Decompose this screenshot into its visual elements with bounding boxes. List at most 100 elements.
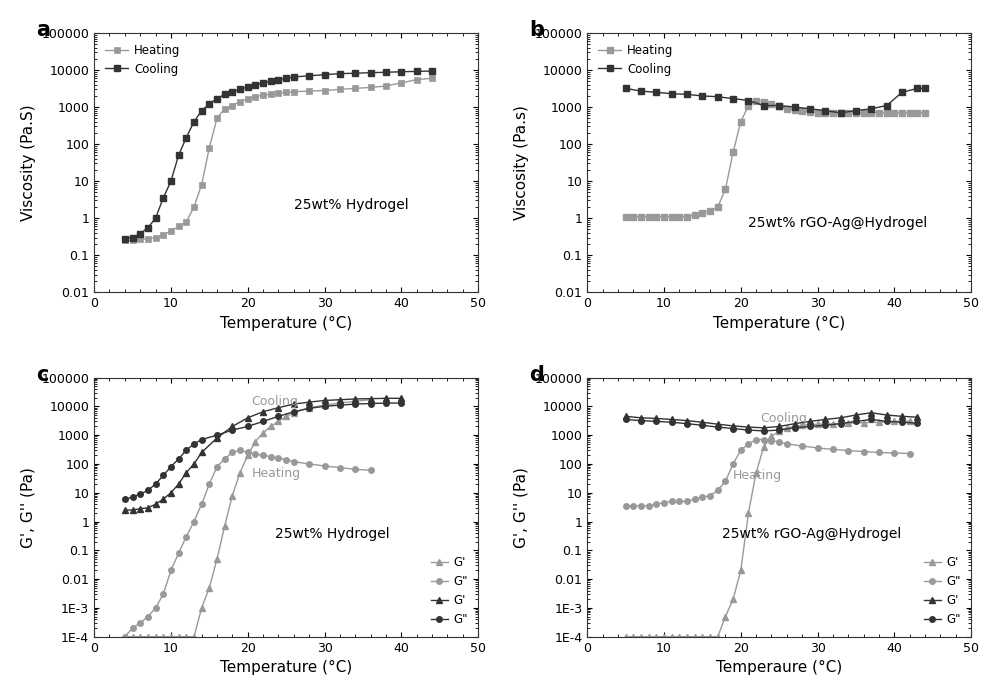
G" bbox=[881, 417, 893, 425]
G' bbox=[681, 633, 693, 641]
Heating bbox=[173, 222, 185, 230]
G' bbox=[727, 422, 739, 430]
G' bbox=[666, 633, 678, 641]
Heating bbox=[211, 114, 223, 122]
G' bbox=[681, 416, 693, 425]
G" bbox=[635, 502, 647, 510]
G' bbox=[850, 411, 862, 419]
G' bbox=[758, 424, 770, 432]
G" bbox=[180, 532, 192, 541]
G" bbox=[812, 444, 824, 452]
Cooling bbox=[288, 73, 300, 81]
Heating bbox=[303, 87, 315, 95]
G" bbox=[627, 502, 639, 510]
G" bbox=[303, 404, 315, 413]
Cooling bbox=[365, 68, 377, 77]
G' bbox=[804, 417, 816, 425]
G' bbox=[773, 422, 785, 431]
G' bbox=[188, 460, 200, 468]
G' bbox=[712, 633, 724, 641]
G" bbox=[666, 418, 678, 427]
Text: b: b bbox=[530, 20, 545, 40]
Heating bbox=[643, 212, 655, 221]
G" bbox=[142, 612, 154, 621]
G' bbox=[165, 633, 177, 641]
Cooling bbox=[203, 100, 215, 109]
Heating bbox=[150, 233, 162, 242]
Line: Cooling: Cooling bbox=[122, 68, 435, 242]
Heating bbox=[712, 203, 724, 211]
G' bbox=[865, 409, 877, 417]
G" bbox=[211, 431, 223, 439]
G" bbox=[165, 463, 177, 471]
Cooling bbox=[865, 104, 877, 113]
Heating bbox=[650, 212, 662, 221]
G" bbox=[742, 426, 754, 434]
G' bbox=[673, 633, 685, 641]
G' bbox=[319, 396, 331, 404]
G' bbox=[173, 633, 185, 641]
G' bbox=[334, 395, 346, 404]
G' bbox=[142, 504, 154, 512]
G' bbox=[650, 633, 662, 641]
Cooling bbox=[142, 223, 154, 232]
Cooling bbox=[919, 84, 931, 93]
Y-axis label: Viscosity (Pa.S): Viscosity (Pa.S) bbox=[21, 104, 36, 221]
G' bbox=[150, 633, 162, 641]
Cooling bbox=[134, 230, 146, 238]
G' bbox=[765, 432, 777, 441]
Cooling bbox=[666, 90, 678, 98]
G" bbox=[188, 517, 200, 525]
Cooling bbox=[226, 88, 238, 96]
Heating bbox=[127, 236, 139, 244]
G' bbox=[904, 417, 916, 425]
G' bbox=[395, 394, 407, 402]
Cooling bbox=[265, 77, 277, 86]
G' bbox=[119, 506, 131, 514]
G' bbox=[727, 595, 739, 603]
G" bbox=[735, 446, 747, 454]
Heating bbox=[234, 97, 246, 106]
Cooling bbox=[896, 88, 908, 97]
Line: Cooling: Cooling bbox=[623, 86, 928, 116]
Heating bbox=[689, 211, 701, 219]
Heating bbox=[188, 203, 200, 211]
G' bbox=[742, 509, 754, 517]
Cooling bbox=[165, 177, 177, 185]
Cooling bbox=[242, 83, 254, 91]
Heating bbox=[226, 102, 238, 110]
G" bbox=[242, 448, 254, 457]
Heating bbox=[812, 109, 824, 117]
Heating bbox=[265, 90, 277, 99]
G" bbox=[272, 412, 284, 420]
Line: G": G" bbox=[623, 417, 920, 434]
Heating bbox=[380, 82, 392, 90]
G" bbox=[242, 422, 254, 431]
G' bbox=[719, 612, 731, 621]
G" bbox=[666, 497, 678, 505]
Text: Heating: Heating bbox=[252, 467, 301, 480]
G' bbox=[696, 418, 708, 427]
G' bbox=[257, 429, 269, 437]
G" bbox=[226, 426, 238, 434]
G" bbox=[134, 490, 146, 498]
Heating bbox=[666, 212, 678, 221]
Cooling bbox=[272, 75, 284, 84]
Line: G': G' bbox=[623, 418, 913, 640]
Text: Cooling: Cooling bbox=[252, 395, 298, 408]
G" bbox=[827, 445, 839, 454]
G" bbox=[689, 495, 701, 503]
G" bbox=[257, 417, 269, 425]
G" bbox=[188, 440, 200, 448]
G" bbox=[249, 450, 261, 458]
G" bbox=[865, 416, 877, 424]
G" bbox=[365, 466, 377, 475]
G' bbox=[627, 633, 639, 641]
Line: G": G" bbox=[122, 448, 373, 640]
Cooling bbox=[157, 193, 169, 202]
Heating bbox=[765, 100, 777, 109]
Cooling bbox=[789, 103, 801, 111]
Heating bbox=[157, 231, 169, 239]
Cooling bbox=[196, 106, 208, 115]
Legend: Heating, Cooling: Heating, Cooling bbox=[100, 39, 185, 80]
